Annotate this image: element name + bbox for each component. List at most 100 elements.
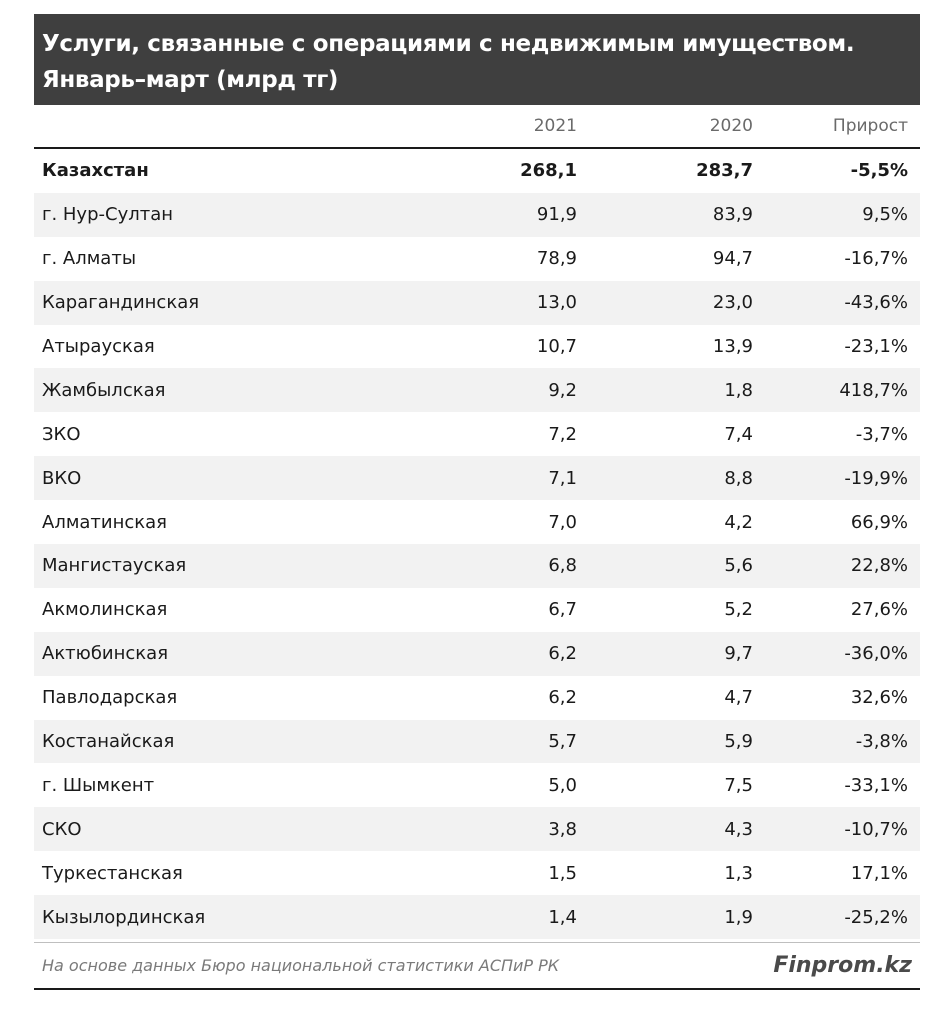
value-2020: 7,5	[724, 774, 753, 796]
header-2021: 2021	[533, 116, 577, 136]
table-row: ВКО 7,1 8,8 -19,9%	[34, 456, 920, 501]
value-2020: 13,9	[712, 336, 753, 357]
value-2020: 4,2	[724, 511, 753, 533]
value-2020: 1,9	[724, 906, 753, 928]
value-2020: 9,7	[724, 643, 753, 665]
value-2021: 7,1	[548, 467, 577, 489]
region-name: Алматинская	[42, 511, 168, 533]
value-2021: 6,8	[548, 555, 577, 577]
value-2020: 23,0	[712, 292, 753, 314]
table-row: Мангистауская 6,8 5,6 22,8%	[34, 544, 920, 588]
region-name: ЗКО	[42, 423, 81, 445]
value-2021: 78,9	[536, 248, 577, 270]
region-name: Жамбылская	[42, 379, 166, 401]
region-name: г. Шымкент	[42, 774, 155, 796]
region-name: Карагандинская	[42, 292, 200, 314]
value-2021: 6,2	[548, 687, 577, 709]
value-2021: 6,7	[548, 599, 577, 621]
value-growth: -10,7%	[844, 818, 908, 840]
value-growth: -36,0%	[844, 643, 908, 665]
region-name: Атырауская	[42, 336, 155, 357]
value-growth: -43,6%	[844, 292, 908, 314]
value-growth: 9,5%	[862, 204, 908, 226]
title-box: Услуги, связанные с операциями с недвижи…	[34, 14, 920, 105]
table-row: ЗКО 7,2 7,4 -3,7%	[34, 412, 920, 456]
source-note: На основе данных Бюро национальной стати…	[42, 956, 560, 976]
value-2020: 83,9	[712, 204, 753, 226]
value-2020: 5,6	[724, 555, 753, 577]
value-2021: 9,2	[548, 379, 577, 401]
table-row: Костанайская 5,7 5,9 -3,8%	[34, 719, 920, 764]
value-2021: 268,1	[520, 160, 577, 182]
region-name: Костанайская	[42, 731, 175, 753]
region-name: Казахстан	[42, 160, 149, 182]
value-2021: 1,5	[548, 862, 577, 884]
value-growth: 418,7%	[839, 379, 908, 401]
value-2021: 91,9	[536, 204, 577, 226]
value-2020: 4,7	[724, 687, 753, 709]
table-row: Карагандинская 13,0 23,0 -43,6%	[34, 280, 920, 325]
value-growth: 17,1%	[850, 862, 908, 884]
value-2020: 4,3	[724, 818, 753, 840]
value-2020: 8,8	[724, 467, 753, 489]
table-row: Актюбинская 6,2 9,7 -36,0%	[34, 631, 920, 676]
value-2021: 6,2	[548, 643, 577, 665]
region-name: г. Алматы	[42, 248, 137, 270]
value-growth: 66,9%	[850, 511, 908, 533]
value-2020: 5,9	[724, 731, 753, 753]
table-row: Атырауская 10,7 13,9 -23,1%	[34, 325, 920, 369]
value-2020: 1,8	[724, 379, 753, 401]
brand-logo: Finprom.kz	[773, 953, 912, 979]
table-header: 2021 2020 Прирост	[34, 105, 920, 149]
region-name: Туркестанская	[42, 862, 183, 884]
table-row: СКО 3,8 4,3 -10,7%	[34, 807, 920, 852]
table-row: Павлодарская 6,2 4,7 32,6%	[34, 676, 920, 720]
region-name: г. Нур-Султан	[42, 204, 174, 226]
table-row: Туркестанская 1,5 1,3 17,1%	[34, 851, 920, 895]
value-growth: -3,7%	[855, 423, 908, 445]
value-2020: 1,3	[724, 862, 753, 884]
table-row: Алматинская 7,0 4,2 66,9%	[34, 500, 920, 544]
value-growth: -33,1%	[844, 774, 908, 796]
value-2021: 7,2	[548, 423, 577, 445]
value-2021: 5,7	[548, 731, 577, 753]
value-2021: 13,0	[536, 292, 577, 314]
value-growth: -23,1%	[844, 336, 908, 357]
table-row: Жамбылская 9,2 1,8 418,7%	[34, 368, 920, 413]
value-2020: 283,7	[696, 160, 753, 182]
header-growth: Прирост	[832, 116, 908, 136]
value-2020: 5,2	[724, 599, 753, 621]
region-name: Кызылординская	[42, 906, 206, 928]
value-2021: 10,7	[536, 336, 577, 357]
value-growth: 27,6%	[850, 599, 908, 621]
value-2021: 7,0	[548, 511, 577, 533]
value-growth: -5,5%	[850, 160, 908, 182]
value-2020: 94,7	[712, 248, 753, 270]
value-growth: -25,2%	[844, 906, 908, 928]
region-name: Мангистауская	[42, 555, 187, 577]
region-name: Актюбинская	[42, 643, 169, 665]
title-line-1: Услуги, связанные с операциями с недвижи…	[42, 31, 855, 57]
table-row: Кызылординская 1,4 1,9 -25,2%	[34, 895, 920, 940]
value-2020: 7,4	[724, 423, 753, 445]
footer: На основе данных Бюро национальной стати…	[34, 942, 920, 991]
value-growth: -3,8%	[855, 731, 908, 753]
value-2021: 5,0	[548, 774, 577, 796]
table-body: Казахстан 268,1 283,7 -5,5% г. Нур-Султан 91,…	[34, 149, 920, 940]
value-growth: 22,8%	[850, 555, 908, 577]
value-2021: 3,8	[548, 818, 577, 840]
region-name: Акмолинская	[42, 599, 168, 621]
value-growth: -16,7%	[844, 248, 908, 270]
region-name: Павлодарская	[42, 687, 178, 709]
value-2021: 1,4	[548, 906, 577, 928]
title-line-2: Январь–март (млрд тг)	[42, 67, 339, 93]
table-row-total: Казахстан 268,1 283,7 -5,5%	[34, 149, 920, 193]
value-growth: -19,9%	[844, 467, 908, 489]
region-name: СКО	[42, 818, 82, 840]
value-growth: 32,6%	[850, 687, 908, 709]
data-table-figure: Услуги, связанные с операциями с недвижи…	[34, 14, 920, 991]
header-2020: 2020	[709, 116, 753, 136]
table-row: г. Шымкент 5,0 7,5 -33,1%	[34, 763, 920, 807]
table-row: г. Нур-Султан 91,9 83,9 9,5%	[34, 192, 920, 237]
region-name: ВКО	[42, 467, 82, 489]
